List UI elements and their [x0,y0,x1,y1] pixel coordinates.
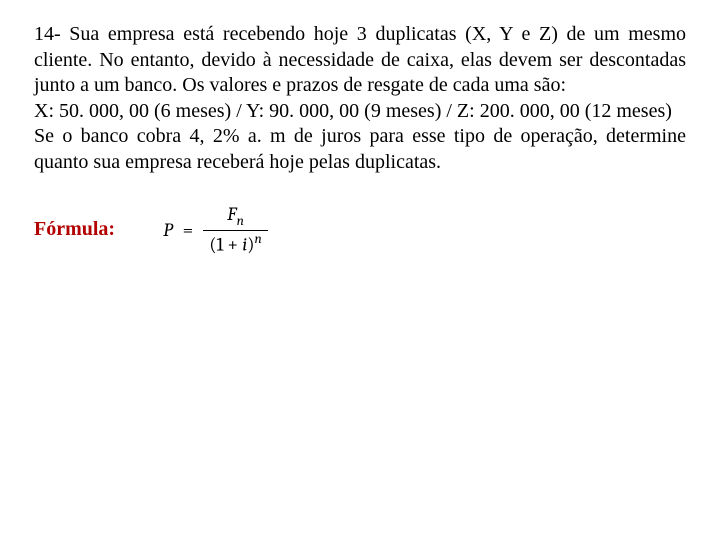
formula-label: Fórmula: [34,218,115,241]
formula-row: Fórmula: P = Fn (1 + i)n [34,204,686,257]
den-plus: + [228,233,239,255]
formula-fraction: Fn (1 + i)n [203,204,268,257]
numerator-subscript: n [237,213,244,228]
den-close-paren: ) [247,233,254,255]
formula-lhs: P [163,219,173,241]
den-one: 1 [216,233,223,255]
problem-line-2: X: 50. 000, 00 (6 meses) / Y: 90. 000, 0… [34,100,672,122]
formula-expression: P = Fn (1 + i)n [163,204,268,257]
fraction-numerator: Fn [221,204,250,231]
problem-line-3: Se o banco cobra 4, 2% a. m de juros par… [34,125,686,173]
equals-sign: = [183,219,194,241]
problem-statement: 14- Sua empresa está recebendo hoje 3 du… [34,22,686,176]
problem-line-1: 14- Sua empresa está recebendo hoje 3 du… [34,23,686,96]
numerator-var: F [227,203,236,225]
fraction-denominator: (1 + i)n [203,230,268,256]
den-exponent: n [255,232,262,247]
